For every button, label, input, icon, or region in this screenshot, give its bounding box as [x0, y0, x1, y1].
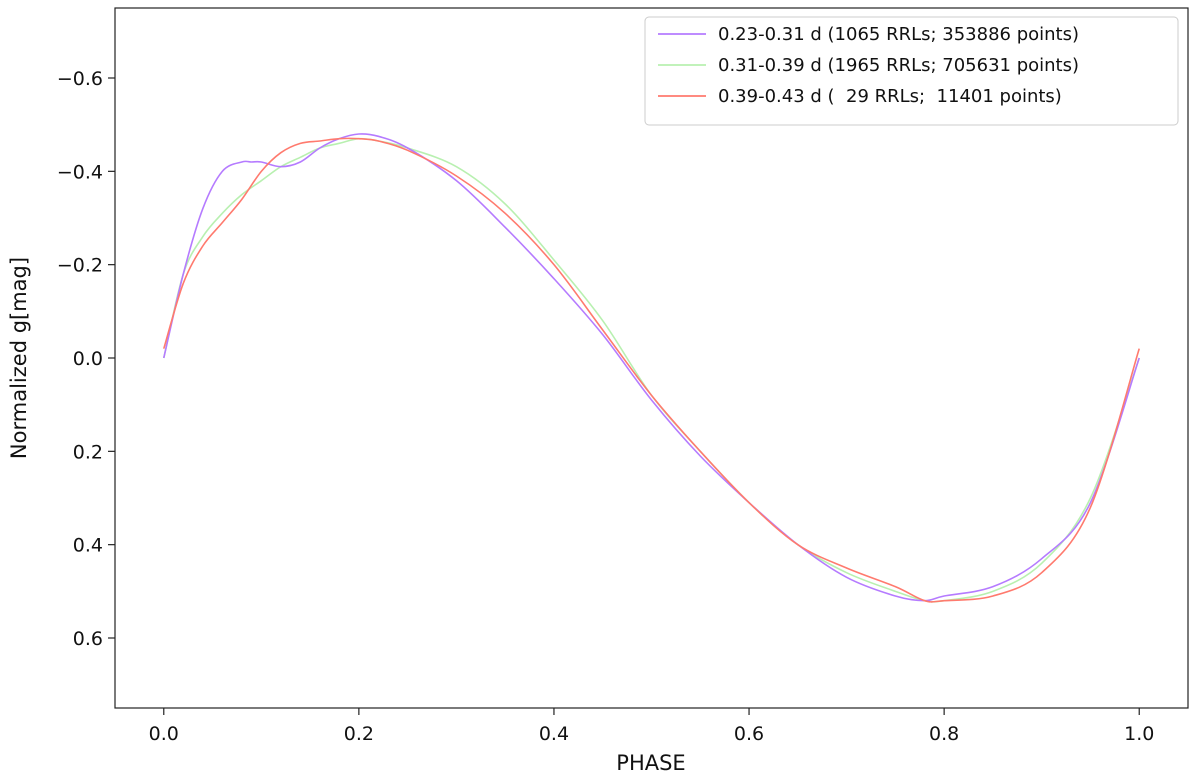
- x-tick-label: 1.0: [1124, 723, 1154, 745]
- y-tick-label: 0.4: [73, 535, 103, 557]
- y-tick-label: 0.2: [73, 441, 103, 463]
- x-tick-label: 0.0: [149, 723, 179, 745]
- y-axis-label: Normalized g[mag]: [7, 257, 31, 459]
- legend-entries: 0.23-0.31 d (1065 RRLs; 353886 points) 0.…: [658, 24, 1079, 107]
- x-tick-label: 0.2: [344, 723, 374, 745]
- legend-label-3: 0.39-0.43 d ( 29 RRLs; 11401 points): [718, 86, 1062, 107]
- legend-label-1: 0.23-0.31 d (1065 RRLs; 353886 points): [718, 24, 1079, 45]
- y-tick-label: 0.6: [73, 628, 103, 650]
- x-tick-label: 0.6: [734, 723, 764, 745]
- x-tick-label: 0.8: [929, 723, 959, 745]
- x-axis-ticks: 0.0 0.2 0.4 0.6 0.8 1.0: [149, 708, 1154, 745]
- series-line-1: [162, 133, 1140, 602]
- x-tick-label: 0.4: [539, 723, 569, 745]
- y-tick-label: −0.2: [57, 255, 103, 277]
- y-tick-label: −0.6: [57, 68, 103, 90]
- y-tick-label: −0.4: [57, 161, 103, 183]
- y-axis-ticks: −0.6 −0.4 −0.2 0.0 0.2 0.4 0.6: [57, 68, 115, 650]
- legend-label-2: 0.31-0.39 d (1965 RRLs; 705631 points): [718, 55, 1079, 76]
- series-line-3: [163, 137, 1140, 603]
- legend-box: [644, 16, 1179, 126]
- y-tick-label: 0.0: [73, 348, 103, 370]
- series-layer: [162, 133, 1140, 603]
- legend: 0.23-0.31 d (1065 RRLs; 353886 points) 0.…: [644, 16, 1179, 126]
- x-axis-label: PHASE: [616, 751, 685, 775]
